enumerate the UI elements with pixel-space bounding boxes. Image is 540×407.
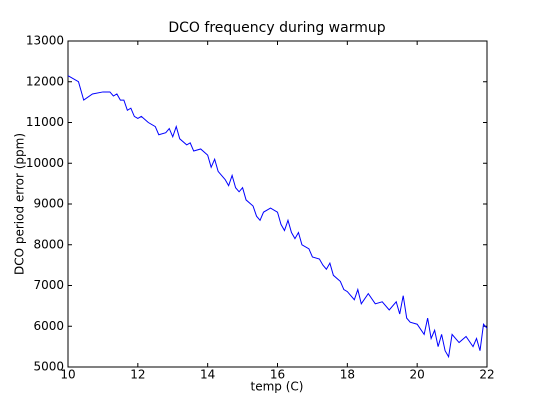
plot-area [67,40,488,368]
y-tick-label: 12000 [26,74,64,88]
x-tick-label: 20 [410,368,425,382]
y-tick-label: 10000 [26,156,64,170]
x-tick-label: 18 [340,368,355,382]
y-tick-label: 13000 [26,34,64,48]
y-axis-label: DCO period error (ppm) [13,133,27,275]
chart-title: DCO frequency during warmup [168,20,385,36]
y-tick-label: 8000 [33,237,64,251]
y-tick-label: 5000 [33,360,64,374]
y-tick-label: 7000 [33,278,64,292]
x-tick-label: 12 [130,368,145,382]
y-tick-label: 6000 [33,319,64,333]
y-tick-label: 11000 [26,115,64,129]
x-tick-label: 14 [200,368,215,382]
y-tick-label: 9000 [33,197,64,211]
data-line [67,75,488,359]
x-axis-label: temp (C) [251,380,304,394]
x-tick-label: 10 [60,368,75,382]
x-tick-label: 16 [270,368,285,382]
x-tick-label: 22 [479,368,494,382]
